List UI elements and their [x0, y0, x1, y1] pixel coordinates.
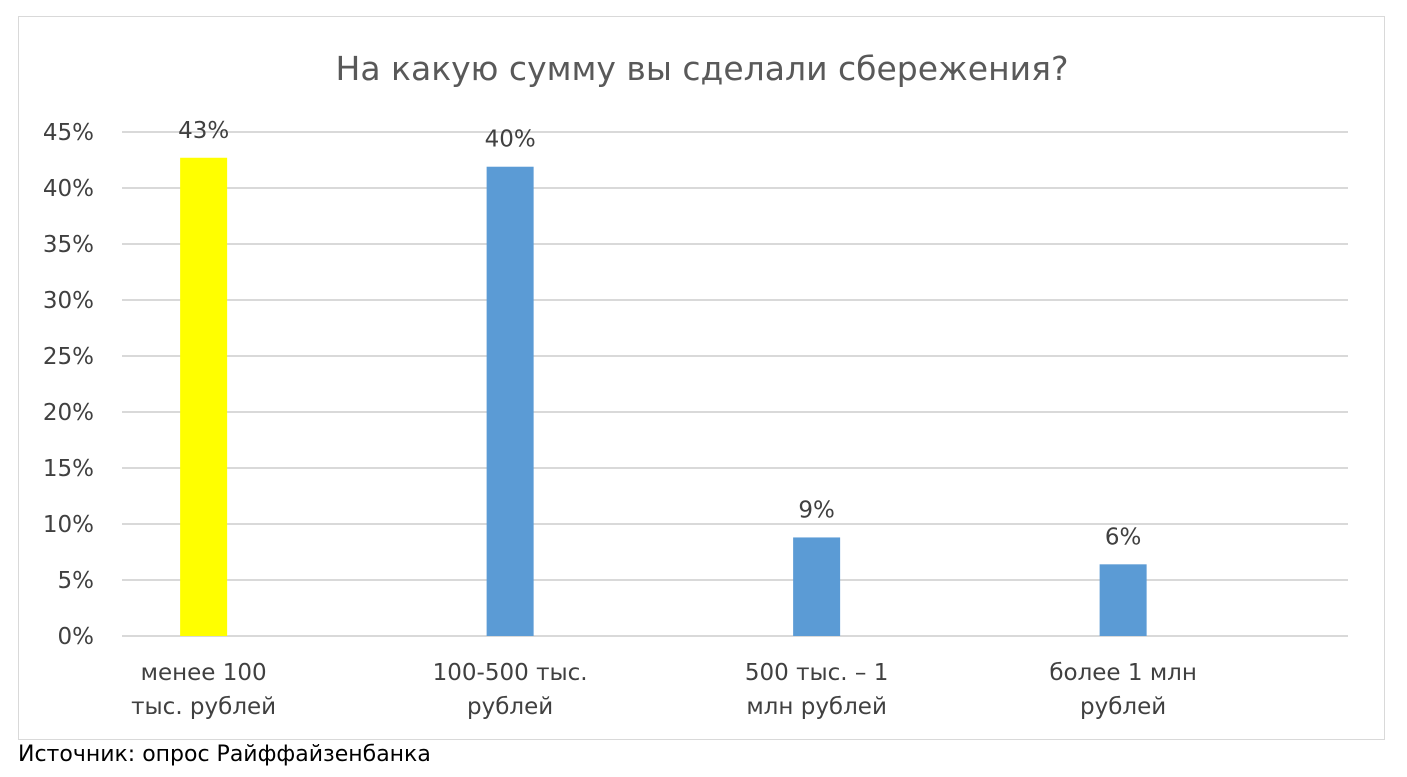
y-tick-label: 30% [43, 288, 94, 314]
bar [180, 157, 228, 636]
bar [1099, 564, 1147, 636]
y-tick-label: 35% [43, 232, 94, 258]
category-label: 100-500 тыс. рублей [433, 660, 588, 720]
chart-title: На какую сумму вы сделали сбережения? [336, 49, 1069, 88]
y-tick-label: 0% [58, 624, 95, 650]
y-tick-label: 25% [43, 344, 94, 370]
data-label: 9% [798, 497, 835, 523]
bars [180, 157, 1147, 636]
category-label: 500 тыс. – 1 млн рублей [745, 660, 888, 720]
data-label: 40% [485, 127, 536, 153]
data-labels: 43% 40% 9% 6% [178, 118, 1141, 551]
y-tick-label: 20% [43, 400, 94, 426]
source-note: Источник: опрос Райффайзенбанка [18, 742, 431, 767]
data-label: 6% [1105, 524, 1142, 550]
y-axis-ticks: 0% 5% 10% 15% 20% 25% 30% 35% 40% 45% [43, 120, 94, 650]
category-label: более 1 млн рублей [1049, 660, 1197, 720]
y-tick-label: 15% [43, 456, 94, 482]
bar [486, 166, 534, 636]
y-tick-label: 10% [43, 512, 94, 538]
y-tick-label: 40% [43, 176, 94, 202]
y-tick-label: 45% [43, 120, 94, 146]
chart-frame [18, 16, 1385, 740]
data-label: 43% [178, 118, 229, 144]
grid-lines [122, 131, 1348, 637]
bar [793, 537, 841, 636]
y-tick-label: 5% [58, 568, 95, 594]
category-labels: менее 100 тыс. рублей 100-500 тыс. рублей 50… [131, 660, 1197, 720]
category-label: менее 100 тыс. рублей [131, 660, 276, 720]
